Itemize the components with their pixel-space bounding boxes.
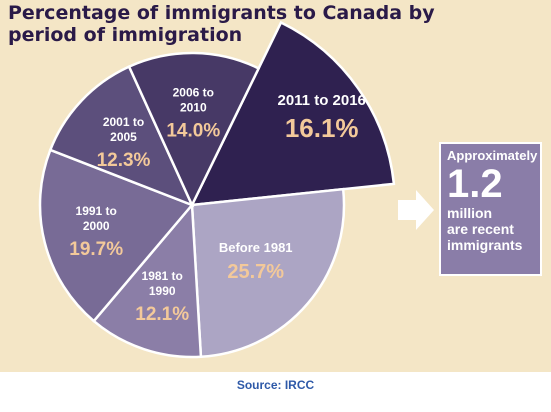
- callout-value: 1.2: [447, 162, 503, 206]
- slice-label-2011-to-2016-line1: 2011 to 2016: [277, 92, 365, 109]
- slice-label-2006-to-2010-line2: 2010: [180, 100, 207, 114]
- slice-label-2001-to-2005-line1: 2001 to: [103, 115, 144, 129]
- slice-label-2001-to-2005-line2: 2005: [110, 130, 137, 144]
- slice-value-before-1981: 25.7%: [227, 261, 284, 283]
- pie-chart: 2011 to 2016 16.1% Before 1981 25.7% 1981 to…: [38, 20, 434, 359]
- recent-immigrants-callout: Approximately 1.2 million are recent imm…: [439, 142, 542, 276]
- pie-slice-1981-to-1990: [92, 201, 203, 359]
- callout-suffix-line1: million: [447, 205, 493, 221]
- slice-value-2001-to-2005: 12.3%: [97, 150, 151, 171]
- pie-slice-before-1981: [190, 187, 346, 359]
- chart-panel: Percentage of immigrants to Canada by pe…: [0, 0, 551, 372]
- slice-label-1991-to-2000-line2: 2000: [83, 219, 110, 233]
- pie-slice-2011-to-2016: [189, 20, 396, 207]
- slice-label-2006-to-2010-line1: 2006 to: [173, 85, 214, 99]
- slice-value-2006-to-2010: 14.0%: [166, 120, 220, 141]
- callout-suffix-line2: are recent: [447, 221, 514, 237]
- callout-prefix: Approximately: [447, 148, 538, 163]
- callout-arrow-icon: [398, 190, 434, 230]
- slice-label-1981-to-1990-line2: 1990: [149, 284, 176, 298]
- pie-slice-1991-to-2000: [38, 148, 195, 323]
- pie-slice-2001-to-2005: [48, 64, 195, 208]
- source-note: Source: IRCC: [236, 378, 315, 392]
- slice-value-1991-to-2000: 19.7%: [69, 239, 123, 260]
- slice-value-2011-to-2016: 16.1%: [285, 113, 359, 143]
- slice-label-1981-to-1990-line1: 1981 to: [142, 269, 183, 283]
- pie-slice-2006-to-2010: [127, 51, 261, 208]
- callout-suffix-line3: immigrants: [447, 237, 523, 253]
- chart-title: Percentage of immigrants to Canada by pe…: [8, 2, 435, 46]
- slice-value-1981-to-1990: 12.1%: [135, 304, 189, 325]
- slice-label-before-1981-line1: Before 1981: [219, 240, 293, 255]
- slice-label-1991-to-2000-line1: 1991 to: [76, 204, 117, 218]
